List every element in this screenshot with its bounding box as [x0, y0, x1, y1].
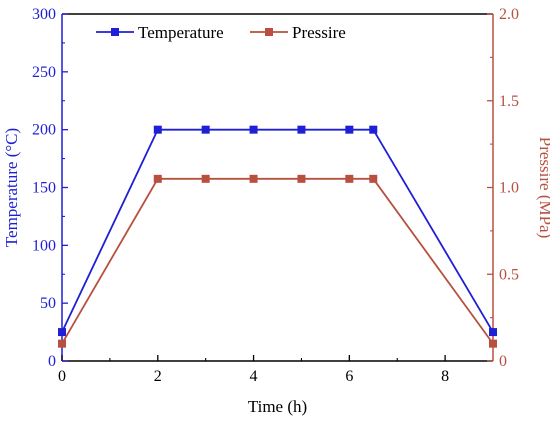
- x-tick-label: 0: [58, 368, 66, 385]
- y-axis-right-title: Pressire (MPa): [536, 137, 550, 239]
- data-point-temperature: [297, 125, 306, 134]
- x-tick-label: 2: [154, 368, 162, 385]
- data-point-pressure: [489, 339, 497, 348]
- data-point-pressure: [58, 339, 66, 348]
- y-axis-left-title: Temperature (°C): [2, 128, 21, 247]
- legend-label-temperature: Temperature: [138, 23, 224, 42]
- y-right-tick-label: 0.5: [499, 266, 519, 283]
- x-tick-label: 4: [250, 368, 258, 385]
- y-left-tick-label: 250: [32, 64, 56, 81]
- data-point-temperature: [201, 125, 210, 134]
- y-left-tick-label: 50: [40, 295, 56, 312]
- x-tick-label: 8: [441, 368, 449, 385]
- legend-marker-pressure: [265, 28, 273, 36]
- data-point-temperature: [489, 328, 497, 337]
- data-point-temperature: [345, 125, 354, 134]
- y-right-tick-label: 1.0: [499, 180, 519, 197]
- data-point-temperature: [58, 328, 66, 337]
- y-right-tick-label: 1.5: [499, 93, 519, 110]
- y-left-tick-label: 100: [32, 237, 56, 254]
- data-point-temperature: [369, 125, 378, 134]
- data-point-pressure: [249, 174, 258, 183]
- data-point-pressure: [153, 174, 162, 183]
- x-axis-title: Time (h): [248, 397, 307, 416]
- y-right-tick-label: 0: [499, 353, 507, 370]
- data-point-pressure: [201, 174, 210, 183]
- data-point-temperature: [153, 125, 162, 134]
- axes-layer: 0 2 4 6 8 0 50 100 150 200 250 300 0 0.5 1.0 1.5 2.0: [32, 6, 519, 385]
- y-left-tick-label: 200: [32, 122, 56, 139]
- series-line-pressure: [61, 177, 494, 345]
- data-point-temperature: [249, 125, 258, 134]
- data-point-pressure: [369, 174, 378, 183]
- y-left-tick-label: 300: [32, 6, 56, 23]
- y-left-tick-label: 150: [32, 180, 56, 197]
- y-right-tick-label: 2.0: [499, 6, 519, 23]
- data-point-pressure: [345, 174, 354, 183]
- series-layer: [58, 125, 497, 348]
- legend: Temperature Pressire: [96, 23, 346, 42]
- x-tick-label: 6: [345, 368, 353, 385]
- legend-marker-temperature: [111, 28, 119, 36]
- legend-label-pressure: Pressire: [292, 23, 346, 42]
- y-left-tick-label: 0: [48, 353, 56, 370]
- data-point-pressure: [297, 174, 306, 183]
